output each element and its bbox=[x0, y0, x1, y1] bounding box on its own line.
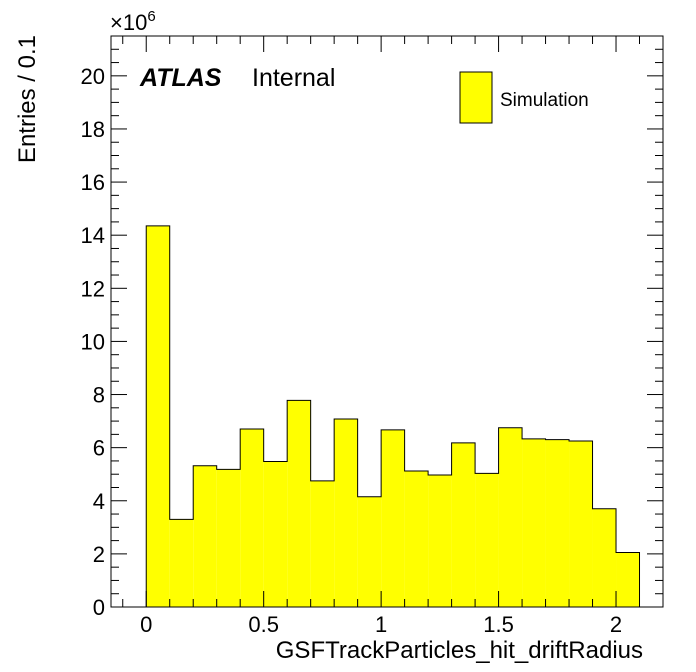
axis-ticks bbox=[111, 35, 664, 608]
y-tick-label: 20 bbox=[81, 64, 105, 89]
atlas-label: ATLAS bbox=[139, 64, 222, 92]
histogram-bar bbox=[451, 442, 476, 607]
histogram-bar bbox=[216, 469, 241, 607]
y-axis-label: Entries / 0.1 bbox=[14, 35, 41, 163]
histogram-bar bbox=[428, 475, 452, 607]
histogram-bar bbox=[522, 438, 546, 607]
plot-frame bbox=[110, 35, 664, 608]
histogram-bar bbox=[169, 519, 194, 607]
x-tick-label: 0 bbox=[140, 612, 152, 637]
histogram-bar bbox=[404, 471, 429, 607]
y-tick-label: 12 bbox=[81, 276, 105, 301]
histogram-bar bbox=[310, 480, 335, 607]
histogram-bar bbox=[545, 439, 570, 607]
histogram-bar bbox=[287, 400, 311, 607]
y-multiplier-exponent: 6 bbox=[147, 8, 155, 25]
atlas-sublabel: Internal bbox=[252, 64, 335, 92]
x-tick-label: 2 bbox=[610, 612, 622, 637]
legend: Simulation bbox=[459, 71, 589, 124]
histogram-bar bbox=[193, 465, 217, 607]
histogram-bars bbox=[146, 225, 640, 608]
histogram-bar bbox=[592, 508, 617, 607]
histogram-bar bbox=[475, 473, 499, 607]
y-tick-label: 0 bbox=[93, 595, 105, 620]
histogram-bar bbox=[381, 429, 405, 607]
histogram-bar bbox=[334, 418, 358, 607]
x-tick-label: 1.5 bbox=[483, 612, 514, 637]
y-tick-label: 18 bbox=[81, 117, 105, 142]
histogram-bar bbox=[498, 427, 523, 607]
x-tick-label: 0.5 bbox=[248, 612, 279, 637]
y-tick-label: 10 bbox=[81, 329, 105, 354]
y-multiplier: ×106 bbox=[110, 8, 156, 35]
histogram-bar bbox=[263, 461, 288, 607]
y-tick-label: 14 bbox=[81, 223, 105, 248]
histogram-bar bbox=[357, 496, 382, 607]
histogram-bar bbox=[616, 552, 640, 607]
histogram-bar bbox=[146, 225, 170, 608]
histogram-bar bbox=[240, 429, 264, 607]
y-tick-label: 2 bbox=[93, 542, 105, 567]
x-tick-labels: 0 0.5 1 1.5 2 bbox=[140, 612, 622, 637]
y-tick-label: 4 bbox=[93, 489, 105, 514]
y-tick-label: 8 bbox=[93, 383, 105, 408]
y-tick-label: 16 bbox=[81, 170, 105, 195]
y-tick-label: 6 bbox=[93, 436, 105, 461]
x-axis-label: GSFTrackParticles_hit_driftRadius bbox=[276, 637, 643, 664]
legend-swatch bbox=[459, 71, 493, 124]
legend-entry-simulation: Simulation bbox=[500, 90, 589, 111]
histogram-outline bbox=[145, 225, 641, 607]
x-tick-label: 1 bbox=[375, 612, 387, 637]
y-tick-labels: 0 2 4 6 8 10 12 14 16 18 20 bbox=[81, 64, 105, 620]
histogram-bar bbox=[569, 441, 593, 607]
